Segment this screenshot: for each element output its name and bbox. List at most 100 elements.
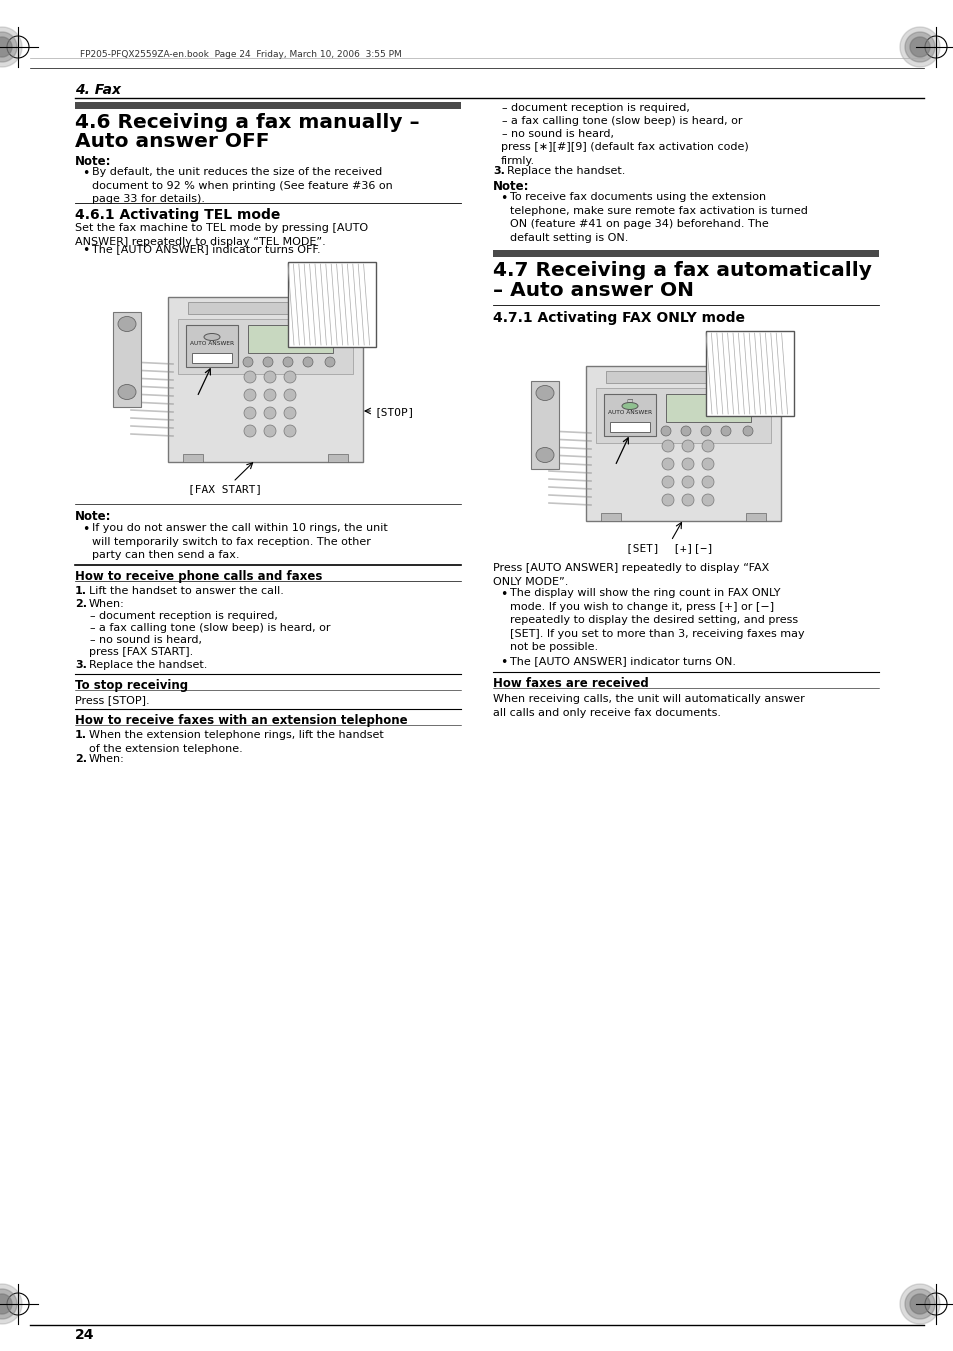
Circle shape bbox=[701, 494, 713, 507]
Text: –: – bbox=[89, 611, 94, 621]
Text: •: • bbox=[499, 657, 507, 669]
Text: no sound is heard,: no sound is heard, bbox=[99, 635, 202, 644]
Text: How to receive phone calls and faxes: How to receive phone calls and faxes bbox=[75, 570, 322, 584]
Text: 3.: 3. bbox=[75, 661, 87, 670]
Bar bbox=[596, 388, 770, 443]
Circle shape bbox=[681, 476, 693, 488]
Text: When:: When: bbox=[89, 598, 125, 609]
Text: □: □ bbox=[626, 399, 633, 405]
Text: 4.6.1 Activating TEL mode: 4.6.1 Activating TEL mode bbox=[75, 208, 280, 222]
Polygon shape bbox=[288, 262, 375, 347]
Bar bbox=[745, 513, 765, 521]
Text: press [∗][#][9] (default fax activation code)
firmly.: press [∗][#][9] (default fax activation … bbox=[500, 142, 748, 166]
Bar bbox=[605, 372, 760, 382]
Circle shape bbox=[244, 407, 255, 419]
Text: To stop receiving: To stop receiving bbox=[75, 680, 188, 692]
Polygon shape bbox=[899, 27, 939, 68]
Polygon shape bbox=[904, 1289, 934, 1319]
Circle shape bbox=[701, 476, 713, 488]
Circle shape bbox=[661, 440, 673, 453]
Polygon shape bbox=[0, 36, 12, 57]
Text: •: • bbox=[82, 245, 90, 257]
Text: How faxes are received: How faxes are received bbox=[493, 677, 648, 690]
Text: [SET]  [+][−]: [SET] [+][−] bbox=[625, 543, 713, 553]
Circle shape bbox=[264, 372, 275, 382]
Circle shape bbox=[661, 494, 673, 507]
Circle shape bbox=[742, 426, 752, 436]
Text: The display will show the ring count in FAX ONLY
mode. If you wish to change it,: The display will show the ring count in … bbox=[510, 588, 803, 653]
Text: –: – bbox=[89, 623, 94, 634]
Polygon shape bbox=[112, 312, 141, 407]
Bar bbox=[493, 250, 878, 257]
Text: To receive fax documents using the extension
telephone, make sure remote fax act: To receive fax documents using the exten… bbox=[510, 192, 807, 243]
Text: Note:: Note: bbox=[75, 509, 112, 523]
Polygon shape bbox=[705, 331, 793, 416]
Polygon shape bbox=[909, 36, 929, 57]
Text: Note:: Note: bbox=[75, 155, 112, 168]
Text: AUTO ANSWER: AUTO ANSWER bbox=[607, 409, 652, 415]
Text: – Auto answer ON: – Auto answer ON bbox=[493, 281, 693, 300]
Circle shape bbox=[244, 372, 255, 382]
Text: 4.6 Receiving a fax manually –: 4.6 Receiving a fax manually – bbox=[75, 113, 419, 132]
Circle shape bbox=[284, 389, 295, 401]
Text: 4. Fax: 4. Fax bbox=[75, 82, 121, 97]
Bar bbox=[600, 513, 620, 521]
Circle shape bbox=[701, 458, 713, 470]
Circle shape bbox=[264, 426, 275, 436]
Circle shape bbox=[661, 458, 673, 470]
Polygon shape bbox=[0, 1294, 12, 1315]
Text: no sound is heard,: no sound is heard, bbox=[511, 128, 614, 139]
Circle shape bbox=[681, 440, 693, 453]
Bar bbox=[168, 297, 363, 462]
Circle shape bbox=[303, 357, 313, 367]
Text: 1.: 1. bbox=[75, 586, 87, 596]
Circle shape bbox=[283, 357, 293, 367]
Circle shape bbox=[325, 357, 335, 367]
Ellipse shape bbox=[118, 316, 136, 331]
Circle shape bbox=[244, 389, 255, 401]
Text: When:: When: bbox=[89, 754, 125, 765]
Circle shape bbox=[264, 407, 275, 419]
Text: FP205-PFQX2559ZA-en.book  Page 24  Friday, March 10, 2006  3:55 PM: FP205-PFQX2559ZA-en.book Page 24 Friday,… bbox=[80, 50, 401, 59]
Bar bbox=[188, 303, 343, 313]
Text: When the extension telephone rings, lift the handset
of the extension telephone.: When the extension telephone rings, lift… bbox=[89, 730, 383, 754]
Ellipse shape bbox=[118, 385, 136, 400]
Text: 1.: 1. bbox=[75, 730, 87, 740]
Text: •: • bbox=[499, 588, 507, 601]
Text: •: • bbox=[82, 168, 90, 180]
Text: •: • bbox=[499, 192, 507, 205]
Text: Replace the handset.: Replace the handset. bbox=[89, 661, 207, 670]
Circle shape bbox=[680, 426, 690, 436]
Text: press [FAX START].: press [FAX START]. bbox=[89, 647, 193, 657]
Text: The [AUTO ANSWER] indicator turns ON.: The [AUTO ANSWER] indicator turns ON. bbox=[510, 657, 735, 666]
Text: When receiving calls, the unit will automatically answer
all calls and only rece: When receiving calls, the unit will auto… bbox=[493, 694, 804, 717]
Polygon shape bbox=[531, 381, 558, 469]
Bar bbox=[665, 394, 750, 422]
Bar bbox=[183, 454, 203, 462]
Polygon shape bbox=[0, 32, 17, 62]
Text: a fax calling tone (slow beep) is heard, or: a fax calling tone (slow beep) is heard,… bbox=[99, 623, 330, 634]
Bar bbox=[585, 366, 781, 521]
Circle shape bbox=[263, 357, 273, 367]
Text: The [AUTO ANSWER] indicator turns OFF.: The [AUTO ANSWER] indicator turns OFF. bbox=[91, 245, 320, 254]
Polygon shape bbox=[0, 27, 22, 68]
Circle shape bbox=[284, 407, 295, 419]
Text: document reception is required,: document reception is required, bbox=[511, 103, 689, 113]
Text: 4.7 Receiving a fax automatically: 4.7 Receiving a fax automatically bbox=[493, 261, 871, 280]
Text: Set the fax machine to TEL mode by pressing [AUTO
ANSWER] repeatedly to display : Set the fax machine to TEL mode by press… bbox=[75, 223, 368, 247]
Polygon shape bbox=[909, 1294, 929, 1315]
Bar bbox=[178, 319, 353, 374]
Circle shape bbox=[660, 426, 670, 436]
Text: a fax calling tone (slow beep) is heard, or: a fax calling tone (slow beep) is heard,… bbox=[511, 116, 741, 126]
Text: Press [STOP].: Press [STOP]. bbox=[75, 694, 150, 705]
Ellipse shape bbox=[536, 447, 554, 462]
Text: Lift the handset to answer the call.: Lift the handset to answer the call. bbox=[89, 586, 284, 596]
Bar bbox=[609, 422, 649, 432]
Bar bbox=[603, 394, 656, 436]
Text: AUTO ANSWER: AUTO ANSWER bbox=[190, 340, 233, 346]
Circle shape bbox=[700, 426, 710, 436]
Text: 3.: 3. bbox=[493, 166, 504, 176]
Circle shape bbox=[701, 440, 713, 453]
Bar bbox=[192, 353, 232, 363]
Circle shape bbox=[264, 389, 275, 401]
